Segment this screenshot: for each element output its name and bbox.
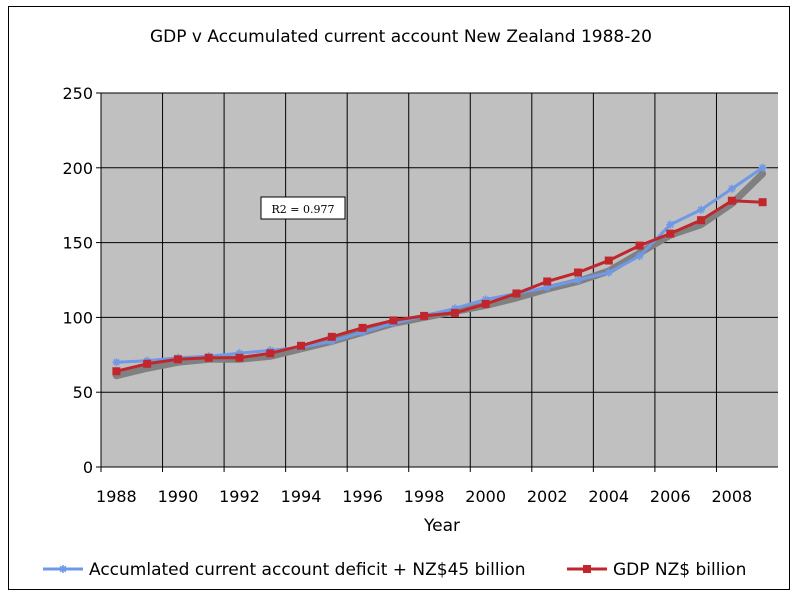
y-tick-label: 250	[62, 84, 93, 103]
y-tick-label: 50	[73, 383, 93, 402]
chart-title: GDP v Accumulated current account New Ze…	[150, 27, 652, 47]
gdp-point	[727, 196, 736, 205]
x-tick-label: 2004	[588, 487, 629, 506]
x-tick-label: 1996	[342, 487, 383, 506]
deficit-point	[604, 268, 613, 277]
legend-marker-deficit	[59, 565, 67, 573]
chart: GDP v Accumulated current account New Ze…	[43, 27, 778, 580]
gdp-point	[235, 353, 244, 362]
gdp-point	[758, 198, 767, 207]
series-line-2	[116, 199, 763, 373]
gdp-point	[266, 349, 275, 358]
gdp-point	[604, 256, 613, 265]
y-tick-label: 0	[83, 458, 93, 477]
x-tick-label: 1988	[96, 487, 137, 506]
deficit-point	[573, 276, 582, 284]
y-tick-label: 200	[62, 159, 93, 178]
x-tick-label: 2006	[650, 487, 691, 506]
x-tick-label: 2008	[711, 487, 752, 506]
gdp-point	[358, 323, 367, 332]
y-tick-label: 150	[62, 234, 93, 253]
deficit-point	[697, 205, 706, 214]
r2-annotation-box	[260, 196, 346, 220]
x-tick-label: 1990	[158, 487, 199, 506]
y-tick-label: 100	[62, 308, 93, 327]
deficit-point	[112, 358, 121, 367]
gdp-point	[143, 359, 152, 368]
chart-frame: GDP v Accumulated current account New Ze…	[8, 6, 790, 590]
gdp-point	[543, 277, 552, 286]
x-tick-label: 2002	[527, 487, 568, 506]
gdp-point	[573, 268, 582, 277]
r2-annotation: R2 = 0.977	[272, 203, 335, 216]
x-tick-label: 1998	[404, 487, 445, 506]
deficit-point	[758, 163, 767, 172]
legend-label-deficit: Accumlated current account deficit + NZ$…	[89, 560, 526, 580]
x-tick-label: 1994	[281, 487, 322, 506]
deficit-point	[450, 304, 459, 313]
deficit-point	[635, 252, 644, 261]
deficit-point	[543, 283, 552, 292]
x-tick-label: 1992	[219, 487, 260, 506]
deficit-point	[327, 337, 336, 346]
x-axis-title: Year	[423, 516, 460, 536]
gdp-point	[297, 341, 306, 350]
gdp-point	[327, 332, 336, 341]
deficit-point	[481, 295, 490, 304]
gdp-point	[173, 355, 182, 364]
gdp-point	[389, 316, 398, 325]
legend-label-gdp: GDP NZ$ billion	[613, 560, 746, 580]
plot-area: 0 50 100 150 200 250 1988 1990 1992 1994 1996 1998 2…	[62, 84, 778, 506]
gdp-point	[450, 308, 459, 317]
gdp-point	[512, 289, 521, 298]
gdp-point	[635, 241, 644, 250]
gdp-point	[112, 367, 121, 376]
gdp-point	[666, 229, 675, 238]
gdp-point	[481, 299, 490, 308]
legend-marker-gdp	[583, 565, 591, 573]
gdp-point	[204, 353, 213, 362]
deficit-point	[358, 328, 367, 337]
deficit-point	[235, 349, 244, 358]
plot-background	[101, 93, 778, 467]
deficit-point	[666, 220, 675, 229]
gdp-point	[420, 311, 429, 320]
legend: Accumlated current account deficit + NZ$…	[43, 560, 746, 580]
gdp-point	[697, 216, 706, 225]
deficit-point	[727, 184, 736, 193]
x-tick-label: 2000	[465, 487, 506, 506]
